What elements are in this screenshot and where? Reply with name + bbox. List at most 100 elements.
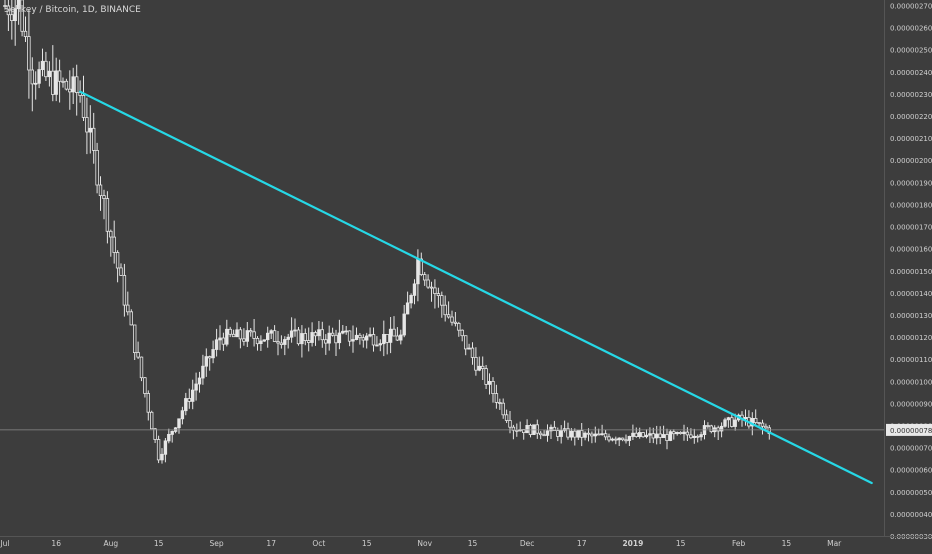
y-tick-label: 0.00000160 (890, 246, 932, 254)
candle (51, 45, 55, 102)
candle (672, 429, 676, 440)
x-tick-label: Oct (312, 539, 325, 548)
candle-body (446, 314, 451, 318)
candle (668, 429, 673, 442)
candle-body (75, 76, 79, 93)
candle-body (143, 377, 147, 394)
candle (320, 321, 324, 348)
candle (88, 105, 92, 154)
candle (399, 329, 403, 345)
candle (730, 413, 734, 428)
candle (129, 309, 133, 326)
candle-body (149, 411, 154, 430)
candle (119, 263, 123, 276)
candle-body (252, 331, 256, 339)
candle-body (248, 330, 253, 333)
y-tick-label: 0.00000170 (890, 224, 932, 232)
candle (283, 336, 287, 356)
x-tick-label: 17 (266, 539, 276, 548)
candle-body (265, 332, 270, 341)
candle-body (279, 342, 284, 346)
candle-body (23, 30, 28, 37)
candle-body (494, 393, 499, 403)
candle-body (675, 431, 679, 435)
candle-body (44, 60, 48, 78)
candle-body (593, 433, 597, 437)
y-axis[interactable]: 0.00000270 0.00000260 0.00000250 0.00000240… (890, 3, 932, 542)
candle-body (347, 330, 352, 342)
candle (392, 316, 396, 337)
candle-body (187, 398, 191, 402)
x-tick-label: Dec (520, 539, 535, 548)
candle (706, 422, 710, 429)
candle-body (81, 95, 86, 118)
candle (71, 67, 75, 104)
candle-body (6, 5, 11, 16)
y-tick-label: 0.00000250 (890, 47, 932, 55)
candle (651, 427, 655, 444)
candle-body (228, 328, 232, 335)
candle-body (436, 293, 441, 297)
candle (638, 427, 642, 439)
candle (204, 348, 208, 377)
trendline[interactable] (78, 90, 873, 485)
candle (559, 425, 563, 444)
y-tick-label: 0.00000220 (890, 113, 932, 121)
candle (68, 70, 72, 110)
x-tick-label: Feb (732, 539, 746, 548)
candle (293, 318, 297, 337)
candle-body (218, 337, 222, 341)
chart-title: Selfkey / Bitcoin, 1D, BINANCE (4, 5, 141, 15)
candle (641, 431, 645, 438)
candle (153, 428, 157, 443)
candle-body (163, 440, 168, 455)
candle-body (433, 287, 437, 294)
x-tick-label: 15 (468, 539, 478, 548)
candle (286, 333, 290, 349)
candle-body (115, 252, 120, 269)
y-tick-label: 0.00000070 (890, 445, 932, 453)
candle-body (463, 335, 468, 350)
y-tick-label: 0.00000050 (890, 489, 932, 497)
candle (351, 325, 355, 353)
candle-body (556, 430, 560, 437)
candle-body (109, 230, 113, 238)
candle-body (631, 432, 635, 437)
trendline-group[interactable] (78, 90, 873, 485)
candle (402, 305, 406, 338)
candle-body (378, 343, 382, 346)
candle-body (382, 333, 386, 345)
candle-body (730, 417, 734, 427)
candle (409, 293, 413, 309)
candle-body (231, 333, 236, 338)
x-tick-label: 16 (51, 539, 61, 548)
candle (453, 312, 458, 327)
candle (422, 272, 427, 286)
candle (487, 373, 492, 395)
y-tick-label: 0.00000180 (890, 202, 932, 210)
candle (313, 330, 318, 346)
x-axis[interactable]: Jul 16 Aug 15 Sep 17 Oct 15 Nov 15 Dec 17 2019 15 Feb 1… (0, 536, 932, 549)
candle (620, 437, 625, 442)
candle (405, 291, 410, 315)
y-tick-label: 0.00000100 (890, 378, 932, 386)
candle-body (719, 425, 724, 432)
x-tick-label: 15 (154, 539, 164, 548)
candle (528, 423, 533, 438)
candle (634, 427, 638, 438)
candle (279, 335, 284, 349)
candle-body (545, 430, 550, 436)
candle-body (368, 334, 372, 337)
candle-body (569, 430, 574, 438)
candle (696, 434, 700, 443)
candle (259, 335, 263, 351)
candle-body (487, 380, 492, 385)
candle (474, 347, 478, 376)
candle (382, 320, 386, 357)
candle (467, 343, 471, 350)
candle (655, 425, 659, 445)
candle-body (665, 434, 669, 441)
candle-body (184, 398, 188, 412)
